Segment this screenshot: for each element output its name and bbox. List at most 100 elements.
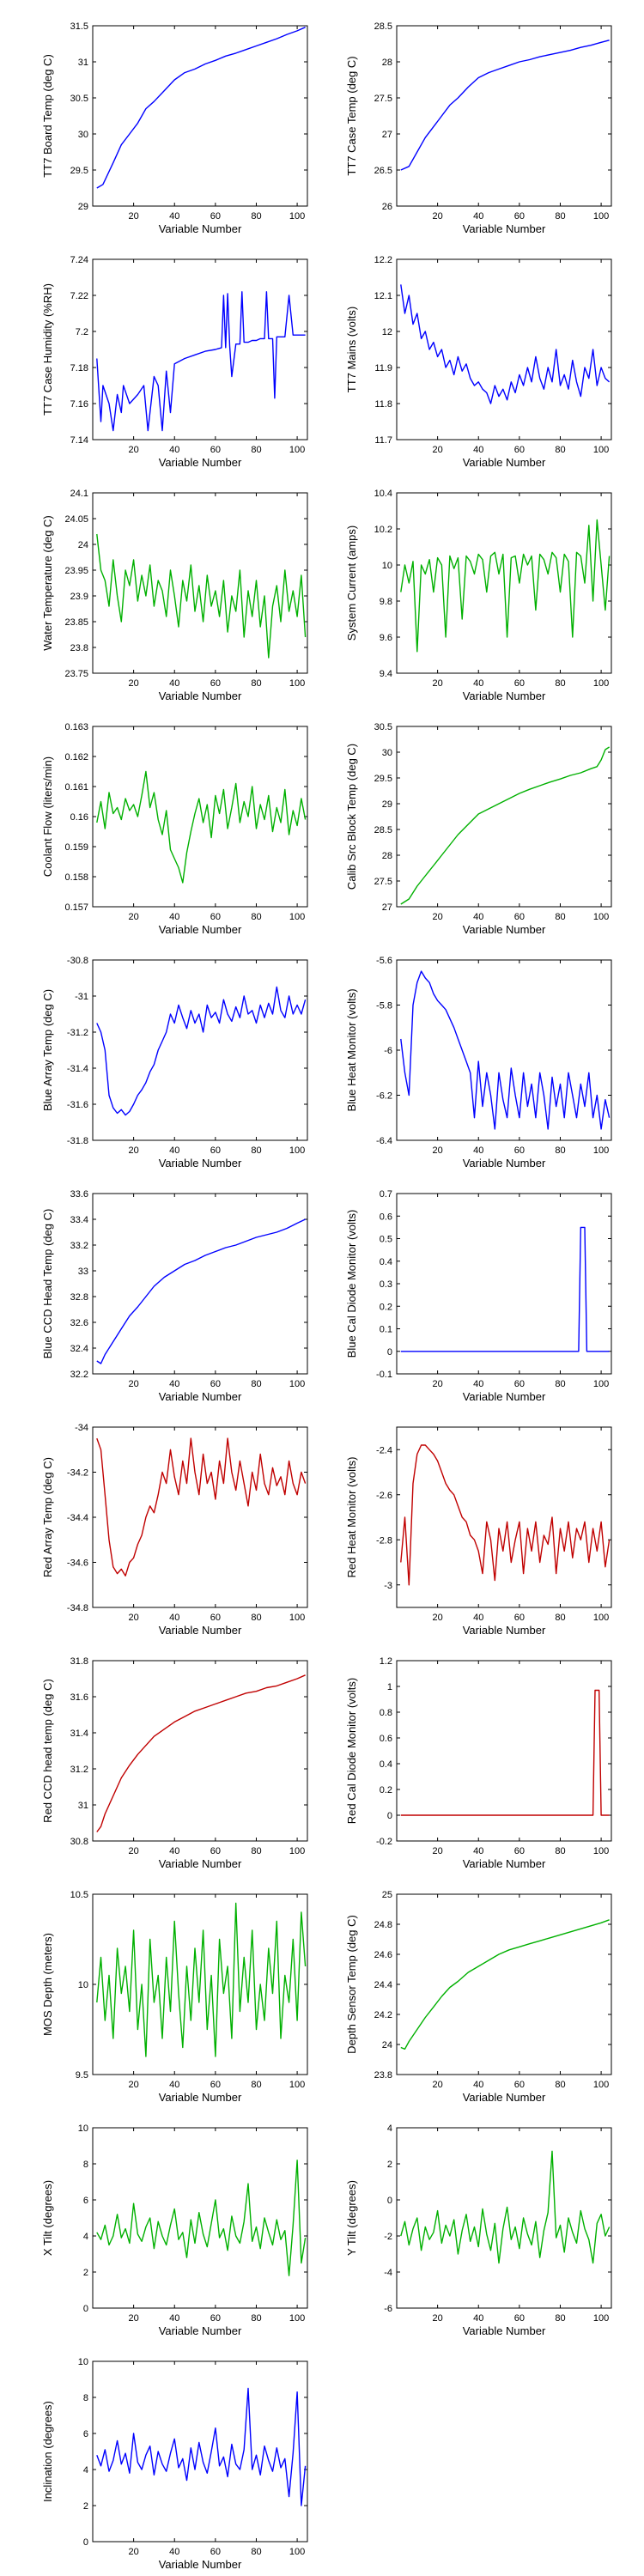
x-tick-label: 20	[432, 1379, 442, 1389]
y-tick-label: -30.8	[67, 956, 88, 966]
y-axis-label: Calib Src Block Temp (deg C)	[345, 744, 358, 890]
series-line	[96, 291, 306, 432]
y-axis-label: TT7 Case Humidity (%RH)	[41, 283, 54, 416]
series-line	[400, 2150, 611, 2264]
x-tick-label: 20	[128, 1145, 138, 1156]
y-tick-label: 0.4	[380, 1257, 392, 1267]
x-tick-label: 60	[210, 1145, 221, 1156]
x-axis-label: Variable Number	[159, 1390, 242, 1403]
y-tick-label: 7.22	[70, 291, 88, 301]
y-tick-label: 30	[382, 748, 392, 758]
chart-panel: -34.8 -34.6 -34.4 -34.2 -34 20 40 60 80 100 Variab…	[41, 1423, 308, 1637]
x-tick-label: 60	[514, 2080, 525, 2090]
x-tick-label: 100	[289, 1145, 305, 1156]
y-tick-label: -3	[384, 1581, 392, 1591]
y-tick-label: 27.5	[374, 877, 392, 887]
x-tick-label: 20	[128, 2080, 138, 2090]
y-tick-label: 30.8	[70, 1837, 88, 1847]
x-tick-label: 40	[473, 678, 483, 689]
y-axis-label: Blue Cal Diode Monitor (volts)	[345, 1210, 358, 1358]
x-tick-label: 80	[251, 445, 261, 455]
x-tick-label: 60	[210, 445, 221, 455]
x-tick-label: 20	[128, 211, 138, 222]
y-axis-label: Y Tilt (degrees)	[345, 2180, 358, 2256]
y-axis-label: Red Array Temp (deg C)	[41, 1457, 54, 1577]
y-tick-label: 24.4	[374, 1980, 392, 1990]
chart-panel: -0.1 0 0.1 0.2 0.3 0.4 0.5 0.6 0.7 20 40 60 80 100 Var…	[345, 1189, 612, 1403]
x-tick-label: 100	[289, 678, 305, 689]
y-tick-label: 12.1	[374, 291, 392, 301]
x-tick-label: 100	[289, 2547, 305, 2557]
y-tick-label: 9.4	[380, 669, 392, 679]
y-tick-label: 0.159	[64, 842, 88, 853]
x-tick-label: 100	[593, 1613, 609, 1623]
x-tick-label: 20	[432, 912, 442, 922]
y-tick-label: -34.8	[67, 1603, 88, 1613]
y-tick-label: 26	[382, 202, 392, 212]
y-tick-label: 27	[382, 130, 392, 140]
x-tick-label: 40	[169, 445, 179, 455]
x-tick-label: 40	[169, 912, 179, 922]
y-tick-label: 33.2	[70, 1241, 88, 1251]
y-tick-label: 0.162	[64, 752, 88, 762]
y-axis-label: Red Cal Diode Monitor (volts)	[345, 1678, 358, 1825]
x-tick-label: 80	[251, 2080, 261, 2090]
y-tick-label: -0.2	[376, 1837, 392, 1847]
y-tick-label: -31.2	[67, 1028, 88, 1038]
x-tick-label: 100	[593, 2080, 609, 2090]
y-axis-label: TT7 Case Temp (deg C)	[345, 56, 358, 175]
y-tick-label: 31.6	[70, 1692, 88, 1703]
y-tick-label: 31	[78, 1801, 88, 1811]
y-tick-label: 12.2	[374, 255, 392, 265]
x-tick-label: 40	[473, 1379, 483, 1389]
series-line	[96, 1437, 307, 1577]
x-tick-label: 20	[128, 912, 138, 922]
y-tick-label: 7.18	[70, 363, 88, 374]
y-tick-label: 29	[78, 202, 88, 212]
x-tick-label: 100	[289, 1379, 305, 1389]
y-tick-label: -4	[384, 2268, 392, 2278]
y-tick-label: -2.4	[376, 1445, 392, 1455]
x-axis-label: Variable Number	[159, 456, 242, 469]
x-tick-label: 60	[514, 2313, 525, 2324]
x-axis-label: Variable Number	[463, 2324, 546, 2337]
plot-frame	[92, 959, 308, 1141]
y-tick-label: -6	[384, 1046, 392, 1056]
x-tick-label: 40	[169, 1379, 179, 1389]
series-line	[400, 1689, 610, 1816]
y-tick-label: 10.2	[374, 525, 392, 535]
y-tick-label: 33.6	[70, 1189, 88, 1200]
x-tick-label: 20	[128, 445, 138, 455]
x-tick-label: 40	[169, 2547, 179, 2557]
plot-frame	[92, 1193, 308, 1375]
x-tick-label: 60	[210, 1613, 221, 1623]
y-tick-label: 30.5	[70, 94, 88, 104]
y-tick-label: 1	[387, 1682, 392, 1692]
plot-frame	[396, 726, 612, 908]
y-axis-label: System Current (amps)	[345, 526, 358, 641]
plot-frame	[396, 1893, 612, 2075]
y-tick-label: 0.6	[380, 1212, 392, 1222]
chart-panel: 23.75 23.8 23.85 23.9 23.95 24 24.05 24.1 20 40 60…	[41, 489, 308, 702]
series-line	[400, 39, 610, 171]
y-tick-label: 26.5	[374, 166, 392, 176]
x-tick-label: 80	[555, 1379, 565, 1389]
y-tick-label: 0.161	[64, 782, 88, 793]
y-tick-label: 10	[78, 1980, 88, 1990]
y-tick-label: -34.6	[67, 1558, 88, 1569]
y-tick-label: 32.4	[70, 1344, 88, 1354]
x-axis-label: Variable Number	[159, 2091, 242, 2104]
y-axis-label: Coolant Flow (liters/min)	[41, 756, 54, 877]
y-tick-label: 31.5	[70, 21, 88, 32]
chart-panel: -0.2 0 0.2 0.4 0.6 0.8 1 1.2 20 40 60 80 100 Variable…	[345, 1656, 612, 1870]
y-tick-label: 28.5	[374, 825, 392, 835]
y-tick-label: 0	[387, 1811, 392, 1821]
x-axis-label: Variable Number	[463, 222, 546, 235]
y-tick-label: 10.4	[374, 489, 392, 499]
series-line	[96, 1218, 306, 1364]
x-tick-label: 20	[432, 1846, 442, 1856]
y-tick-label: 24	[78, 540, 88, 550]
y-tick-label: 33	[78, 1267, 88, 1277]
x-tick-label: 60	[210, 2313, 221, 2324]
y-tick-label: 0.3	[380, 1279, 392, 1290]
